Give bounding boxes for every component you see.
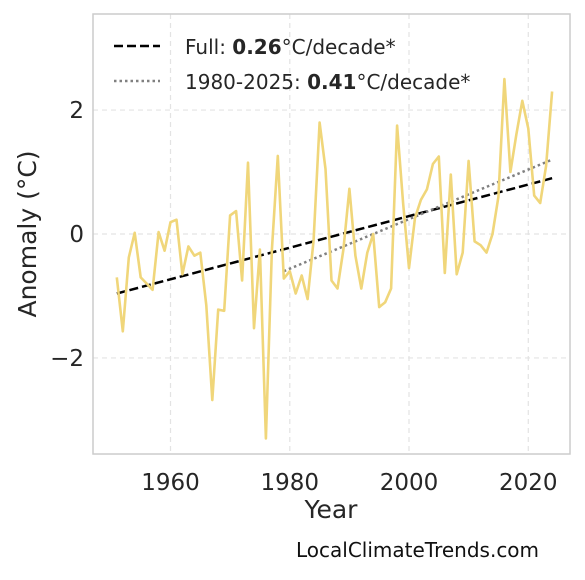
x-tick-label: 2000 [380,470,439,496]
site-credit: LocalClimateTrends.com [296,538,540,562]
x-tick-label: 1960 [141,470,200,496]
trend-lines [116,158,553,295]
x-tick-label: 2020 [499,470,558,496]
x-tick-labels: 1960 1980 2000 2020 [141,470,557,496]
y-tick-label: 2 [69,98,84,124]
trend-line-recent [283,158,553,273]
legend: Full: 0.26°C/decade* 1980-2025: 0.41°C/d… [114,35,470,94]
legend-entry-full: Full: 0.26°C/decade* [185,35,396,59]
anomaly-series-line [115,77,554,440]
plot-frame [92,13,571,455]
y-tick-label: 0 [69,222,84,248]
grid [93,14,570,454]
legend-entry-recent: 1980-2025: 0.41°C/decade* [185,70,470,94]
trend-line-full [116,177,553,295]
data-series [115,77,554,440]
x-tick-label: 1980 [260,470,319,496]
y-tick-labels: −2 0 2 [50,98,84,372]
y-axis-label: Anomaly (°C) [13,150,42,317]
y-tick-label: −2 [50,346,84,372]
x-axis-label: Year [304,495,359,524]
